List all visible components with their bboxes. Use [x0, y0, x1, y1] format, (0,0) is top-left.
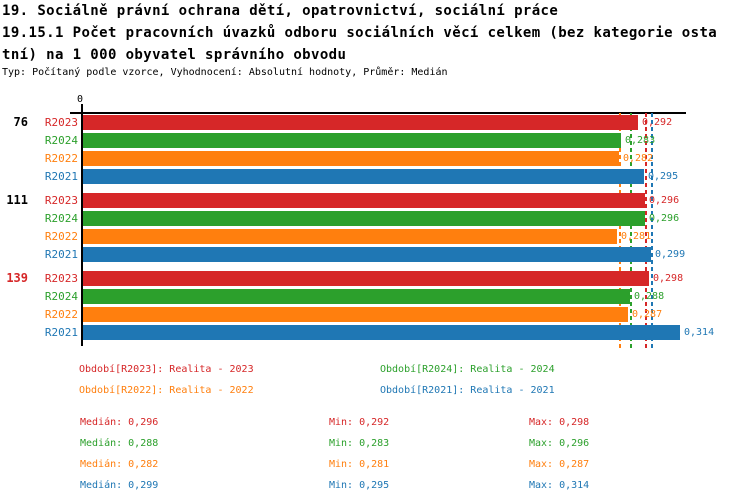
bar-r2024	[83, 133, 621, 148]
bar-value-label: 0,281	[621, 231, 652, 242]
page-title-line-1: 19. Sociálně právní ochrana dětí, opatro…	[2, 3, 559, 19]
bar-value-label: 0,314	[684, 327, 715, 338]
bar-series-label: R2023	[44, 116, 78, 129]
legend-item-r2022: Období[R2022]: Realita - 2022	[79, 385, 254, 396]
bar-series-label: R2024	[44, 290, 78, 303]
bar-r2021	[83, 169, 644, 184]
bar-value-label: 0,282	[623, 153, 654, 164]
max-stat-r2024: Max: 0,296	[529, 438, 590, 449]
bar-series-label: R2024	[44, 134, 78, 147]
legend-item-r2024: Období[R2024]: Realita - 2024	[380, 364, 555, 375]
max-stat-r2023: Max: 0,298	[529, 417, 590, 428]
bar-r2023	[83, 193, 645, 208]
bar-r2021	[83, 325, 680, 340]
min-stat-r2021: Min: 0,295	[329, 480, 390, 491]
bar-value-label: 0,283	[625, 135, 656, 146]
median-stat-r2024: Medián: 0,288	[80, 438, 159, 449]
bar-series-label: R2022	[44, 152, 78, 165]
bar-value-label: 0,292	[642, 117, 673, 128]
bar-r2022	[83, 229, 617, 244]
bar-series-label: R2023	[44, 194, 78, 207]
group-label: 111	[6, 193, 28, 207]
bar-r2022	[83, 151, 619, 166]
bar-series-label: R2022	[44, 230, 78, 243]
bar-series-label: R2021	[44, 248, 78, 261]
median-line-r2024	[630, 113, 632, 348]
bar-series-label: R2021	[44, 170, 78, 183]
bar-value-label: 0,287	[632, 309, 663, 320]
min-stat-r2023: Min: 0,292	[329, 417, 390, 428]
bar-r2022	[83, 307, 628, 322]
bar-series-label: R2023	[44, 272, 78, 285]
bar-r2024	[83, 211, 645, 226]
x-axis-line	[70, 112, 686, 114]
median-line-r2022	[619, 113, 621, 348]
median-line-r2021	[651, 113, 653, 348]
bar-value-label: 0,288	[634, 291, 665, 302]
page-title-line-3: tní) na 1 000 obyvatel správního obvodu	[2, 47, 347, 63]
bar-series-label: R2024	[44, 212, 78, 225]
bar-value-label: 0,295	[648, 171, 679, 182]
chart-subtitle: Typ: Počítaný podle vzorce, Vyhodnocení:…	[2, 67, 448, 78]
bar-series-label: R2021	[44, 326, 78, 339]
bar-value-label: 0,296	[649, 195, 680, 206]
group-label: 139	[6, 271, 28, 285]
bar-r2021	[83, 247, 651, 262]
y-axis-line	[81, 104, 83, 346]
max-stat-r2022: Max: 0,287	[529, 459, 590, 470]
max-stat-r2021: Max: 0,314	[529, 480, 590, 491]
bar-r2024	[83, 289, 630, 304]
bar-value-label: 0,299	[655, 249, 686, 260]
bar-r2023	[83, 271, 649, 286]
page-title-line-2: 19.15.1 Počet pracovních úvazků odboru s…	[2, 25, 718, 41]
legend-item-r2023: Období[R2023]: Realita - 2023	[79, 364, 254, 375]
min-stat-r2022: Min: 0,281	[329, 459, 390, 470]
median-stat-r2021: Medián: 0,299	[80, 480, 159, 491]
min-stat-r2024: Min: 0,283	[329, 438, 390, 449]
bar-r2023	[83, 115, 638, 130]
median-stat-r2022: Medián: 0,282	[80, 459, 159, 470]
legend-item-r2021: Období[R2021]: Realita - 2021	[380, 385, 555, 396]
median-stat-r2023: Medián: 0,296	[80, 417, 159, 428]
bar-series-label: R2022	[44, 308, 78, 321]
bar-value-label: 0,296	[649, 213, 680, 224]
axis-zero-tick-label: 0	[76, 94, 84, 105]
group-label: 76	[13, 115, 28, 129]
bar-value-label: 0,298	[653, 273, 684, 284]
median-line-r2023	[645, 113, 647, 348]
